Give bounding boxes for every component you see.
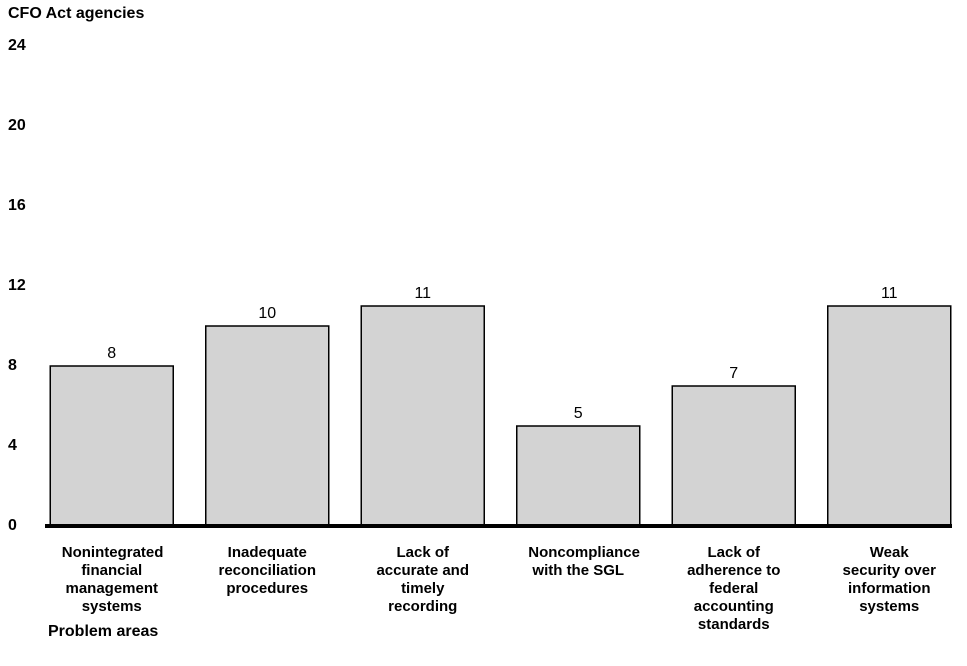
bar (671, 385, 796, 527)
value-label: 11 (414, 285, 431, 302)
bar (205, 325, 330, 527)
x-axis-label: Problem areas (48, 623, 158, 640)
y-tick-label: 8 (8, 357, 17, 374)
x-tick-label: Noncompliance with the SGL (528, 544, 640, 579)
y-tick-label: 16 (8, 197, 26, 214)
y-axis-label: CFO Act agencies (8, 5, 144, 22)
x-tick-label: Nonintegrated financial management syste… (61, 544, 164, 615)
value-label: 11 (881, 285, 898, 302)
x-tick-label: Inadequate reconciliation procedures (218, 544, 317, 597)
y-tick-label: 0 (8, 517, 17, 534)
y-tick-label: 24 (8, 37, 26, 54)
bar (360, 305, 485, 527)
bar (827, 305, 952, 527)
x-tick-label: Lack of adherence to federal accounting … (687, 544, 781, 633)
y-tick-label: 20 (8, 117, 26, 134)
bar (49, 365, 174, 527)
value-label: 8 (107, 345, 116, 362)
value-label: 5 (574, 405, 583, 422)
x-tick-label: Weak security over information systems (842, 544, 936, 615)
bar (516, 425, 641, 527)
value-label: 7 (729, 365, 738, 382)
y-tick-label: 12 (8, 277, 26, 294)
x-tick-label: Lack of accurate and timely recording (376, 544, 470, 615)
y-tick-label: 4 (8, 437, 17, 454)
value-label: 10 (258, 305, 276, 322)
